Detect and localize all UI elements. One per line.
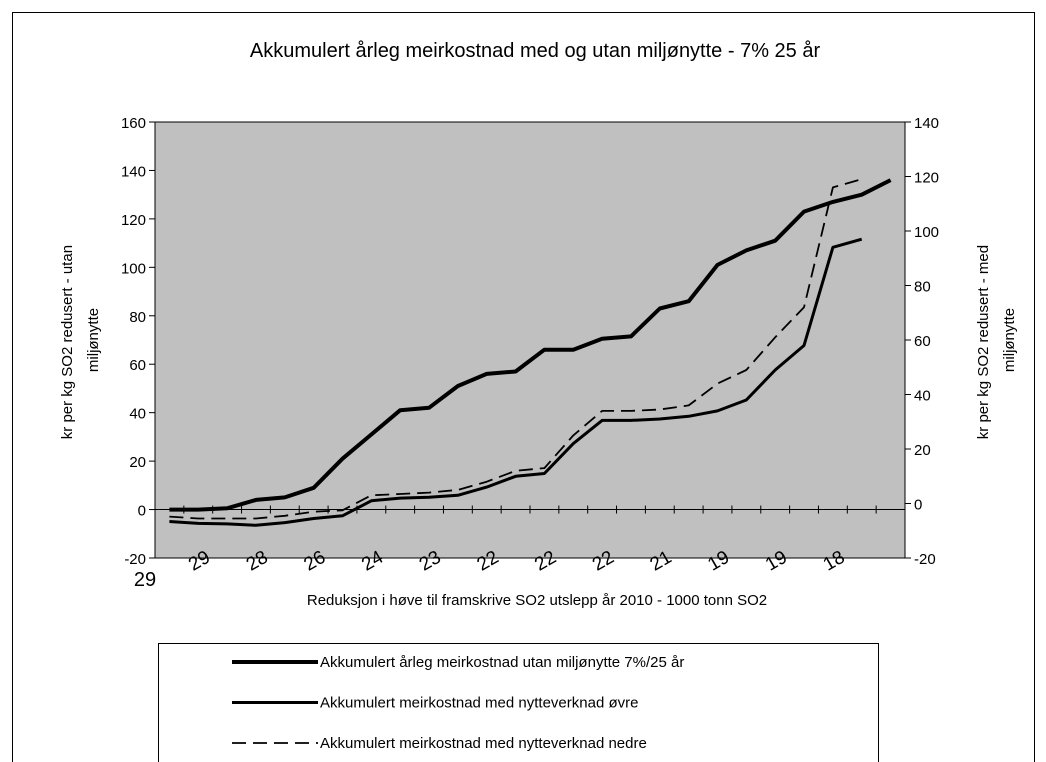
y-tick-label: 140 <box>121 163 146 180</box>
chart-title: Akkumulert årleg meirkostnad med og utan… <box>250 40 821 62</box>
y2-tick-label: -20 <box>914 551 936 568</box>
y2-tick-label: 80 <box>914 279 931 296</box>
series-line <box>169 178 862 520</box>
legend-label: Akkumulert meirkostnad med nytteverknad … <box>320 735 647 752</box>
y2-axis-title-line: kr per kg SO2 redusert - med <box>975 245 992 439</box>
series-line <box>169 178 892 512</box>
y-tick-label: 40 <box>129 406 146 423</box>
y-tick-label: 60 <box>129 357 146 374</box>
x-tick-label: 29 <box>134 569 156 591</box>
y-tick-label: 80 <box>129 309 146 326</box>
legend-label: Akkumulert meirkostnad med nytteverknad … <box>320 695 638 712</box>
x-axis-title: Reduksjon i høve til framskrive SO2 utsl… <box>307 592 767 609</box>
y2-tick-label: 120 <box>914 170 939 187</box>
y-axis-title: kr per kg SO2 redusert - utan miljønytte <box>59 241 102 439</box>
y-tick-label: 20 <box>129 454 146 471</box>
y-tick-label: 0 <box>138 503 146 520</box>
series-line <box>169 237 863 527</box>
y-tick-label: -20 <box>124 551 146 568</box>
y2-tick-label: 60 <box>914 333 931 350</box>
y-axis-title-line: kr per kg SO2 redusert - utan <box>59 245 76 439</box>
y2-tick-label: 140 <box>914 115 939 132</box>
y2-tick-label: 0 <box>914 497 922 514</box>
y-tick-label: 100 <box>121 260 146 277</box>
y2-tick-label: 40 <box>914 388 931 405</box>
legend-label: Akkumulert årleg meirkostnad utan miljøn… <box>320 654 684 671</box>
y-axis-title-line: miljønytte <box>85 308 102 372</box>
plot-area <box>154 121 906 559</box>
y-tick-label: 120 <box>121 212 146 229</box>
y-tick-label: 160 <box>121 115 146 132</box>
y2-tick-label: 20 <box>914 442 931 459</box>
y2-tick-label: 100 <box>914 224 939 241</box>
y2-axis-title-line: miljønytte <box>1001 308 1018 372</box>
y2-axis-title: kr per kg SO2 redusert - med miljønytte <box>975 241 1018 439</box>
